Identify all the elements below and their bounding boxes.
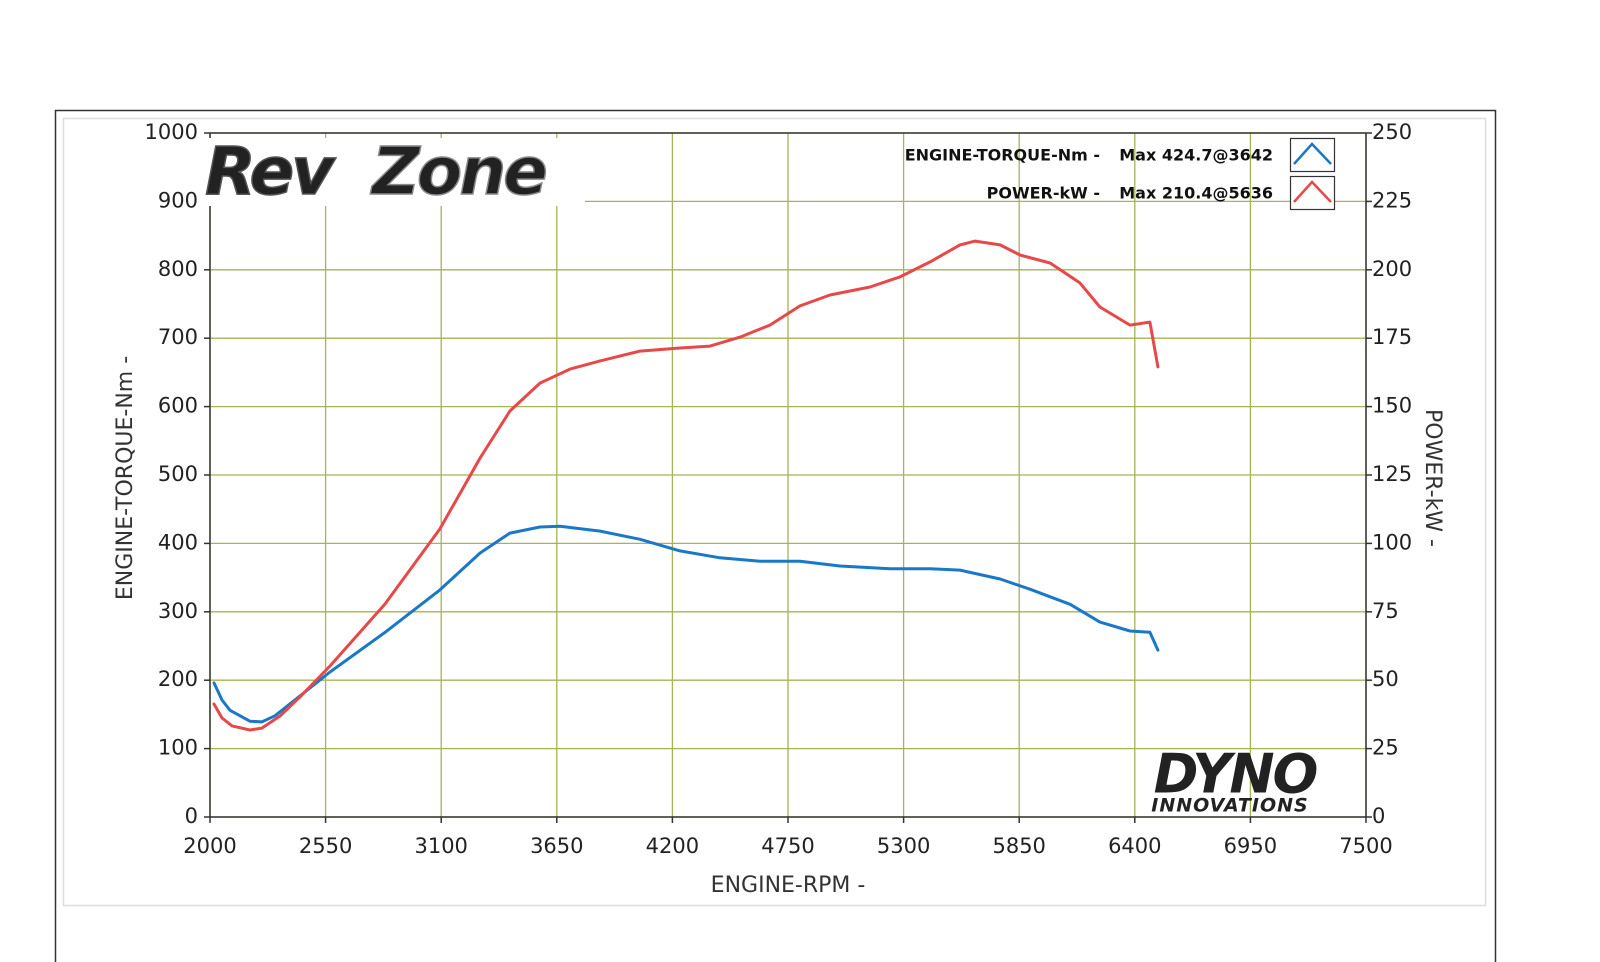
legend-name: ENGINE-TORQUE-Nm -	[905, 146, 1100, 165]
logo-bg	[203, 138, 585, 206]
y-tick-label: 0	[185, 804, 198, 828]
y2-tick-label: 75	[1372, 599, 1399, 623]
y-tick-label: 200	[158, 667, 198, 691]
x-tick-label: 7500	[1339, 834, 1392, 858]
y-tick-label: 1000	[145, 120, 198, 144]
y-tick-label: 700	[158, 325, 198, 349]
logo-text: Zone	[370, 133, 546, 210]
y-tick-label: 100	[158, 736, 198, 760]
x-tick-label: 5850	[992, 834, 1045, 858]
y2-tick-label: 25	[1372, 736, 1399, 760]
y2-axis-title: POWER-kW -	[1420, 409, 1445, 547]
y2-tick-label: 200	[1372, 257, 1412, 281]
x-axis-title: ENGINE-RPM -	[711, 873, 866, 898]
logo-text: DYNO	[1154, 743, 1317, 806]
y2-tick-label: 125	[1372, 462, 1412, 486]
y2-tick-label: 50	[1372, 667, 1399, 691]
y2-tick-label: 150	[1372, 394, 1412, 418]
revzone-logo: Rev Zone	[203, 132, 585, 211]
y-tick-label: 900	[158, 188, 198, 212]
y-tick-label: 800	[158, 257, 198, 281]
dyno-logo: DYNO INNOVATIONS	[1151, 743, 1318, 817]
legend-name: POWER-kW -	[987, 184, 1100, 203]
x-tick-label: 2000	[183, 834, 236, 858]
legend-note: Max 210.4@5636	[1119, 184, 1273, 203]
ticks: 0100200300400500600700800900100002550751…	[145, 120, 1413, 858]
inner-frame	[62, 117, 1487, 907]
x-tick-label: 6400	[1108, 834, 1161, 858]
x-tick-label: 5300	[877, 834, 930, 858]
series-line	[212, 239, 1160, 732]
y-tick-label: 300	[158, 599, 198, 623]
x-tick-label: 6950	[1224, 834, 1277, 858]
y2-tick-label: 100	[1372, 530, 1412, 554]
legend-swatch	[1293, 142, 1332, 165]
x-tick-label: 3650	[530, 834, 583, 858]
y-tick-label: 500	[158, 462, 198, 486]
series-line	[212, 524, 1160, 724]
x-tick-label: 2550	[299, 834, 352, 858]
x-tick-label: 4750	[761, 834, 814, 858]
x-tick-label: 3100	[414, 834, 467, 858]
y2-tick-label: 175	[1372, 325, 1412, 349]
y2-tick-label: 250	[1372, 120, 1412, 144]
logo-text: INNOVATIONS	[1151, 795, 1308, 817]
y2-tick-label: 225	[1372, 188, 1412, 212]
y-tick-label: 600	[158, 394, 198, 418]
y-tick-label: 400	[158, 530, 198, 554]
legend-swatch	[1293, 180, 1332, 203]
y2-tick-label: 0	[1372, 804, 1385, 828]
plot-lines	[212, 239, 1160, 732]
y-axis-title: ENGINE-TORQUE-Nm -	[113, 356, 138, 600]
legend-note: Max 424.7@3642	[1119, 146, 1273, 165]
x-tick-label: 4200	[646, 834, 699, 858]
legend: ENGINE-TORQUE-Nm - Max 424.7@3642 POWER-kW…	[905, 137, 1336, 211]
logo-text: Rev	[205, 133, 336, 210]
